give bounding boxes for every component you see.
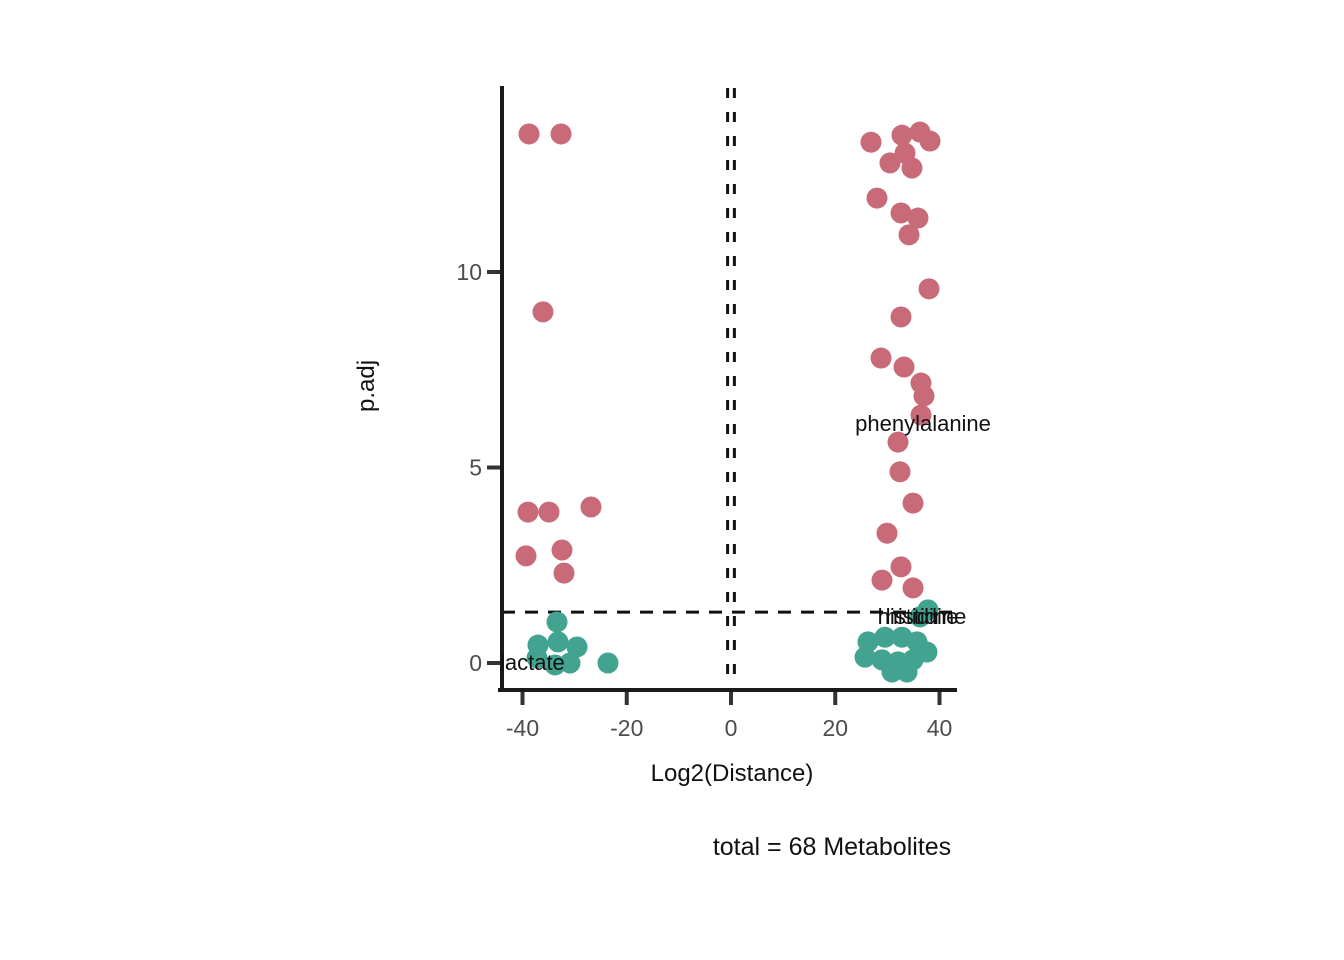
not_significant-point <box>546 611 568 633</box>
y-tick-label: 10 <box>456 259 482 285</box>
significant-point <box>907 207 929 229</box>
significant-point <box>890 202 912 224</box>
not_significant-point <box>547 631 569 653</box>
caption: total = 68 Metabolites <box>713 833 951 861</box>
not_significant-point <box>881 661 903 683</box>
x-tick-label: -20 <box>610 715 643 741</box>
significant-point <box>550 123 572 145</box>
y-axis-title: p.adj <box>353 360 380 412</box>
significant-point <box>901 157 923 179</box>
significant-point <box>871 569 893 591</box>
not_significant-point <box>526 647 548 669</box>
metabolite-label: phenylalanine <box>855 411 991 436</box>
significant-point <box>518 123 540 145</box>
significant-point <box>879 152 901 174</box>
not_significant-point <box>896 661 918 683</box>
significant-point <box>890 556 912 578</box>
significant-point <box>870 347 892 369</box>
metabolite-label: histidine <box>886 604 967 629</box>
significant-point <box>889 461 911 483</box>
significant-point <box>918 278 940 300</box>
not_significant-point <box>909 606 931 628</box>
significant-point <box>515 545 537 567</box>
significant-point <box>910 404 932 426</box>
significant-point <box>893 356 915 378</box>
y-tick-label: 0 <box>469 650 482 676</box>
significant-point <box>553 562 575 584</box>
significant-point <box>919 130 941 152</box>
x-tick-label: 40 <box>927 715 953 741</box>
significant-point <box>580 496 602 518</box>
significant-point <box>538 501 560 523</box>
not_significant-point <box>874 626 896 648</box>
threshold-lines <box>502 88 957 688</box>
significant-point <box>866 187 888 209</box>
not_significant-point <box>854 646 876 668</box>
significant-point <box>887 431 909 453</box>
significant-point <box>891 124 913 146</box>
x-tick-label: -40 <box>506 715 539 741</box>
metabolite-label: histidine <box>878 604 959 629</box>
significant-point <box>913 385 935 407</box>
axes <box>487 86 957 705</box>
significant-point <box>876 522 898 544</box>
significant-point <box>902 577 924 599</box>
tick-labels: -40 -20 0 20 40 0 5 10 <box>456 259 952 741</box>
not_significant-point <box>566 636 588 658</box>
significant-point <box>532 301 554 323</box>
significant-point <box>551 539 573 561</box>
x-axis-title: Log2(Distance) <box>651 760 814 787</box>
data-points <box>515 121 941 683</box>
significant-point <box>898 224 920 246</box>
significant-point <box>902 492 924 514</box>
metabolite-label: lactate <box>500 650 565 675</box>
x-tick-label: 20 <box>822 715 848 741</box>
significant-point <box>517 501 539 523</box>
significant-point <box>890 306 912 328</box>
not_significant-point <box>559 652 581 674</box>
not_significant-point <box>597 652 619 674</box>
x-tick-label: 0 <box>725 715 738 741</box>
y-tick-label: 5 <box>469 455 482 481</box>
significant-point <box>860 131 882 153</box>
